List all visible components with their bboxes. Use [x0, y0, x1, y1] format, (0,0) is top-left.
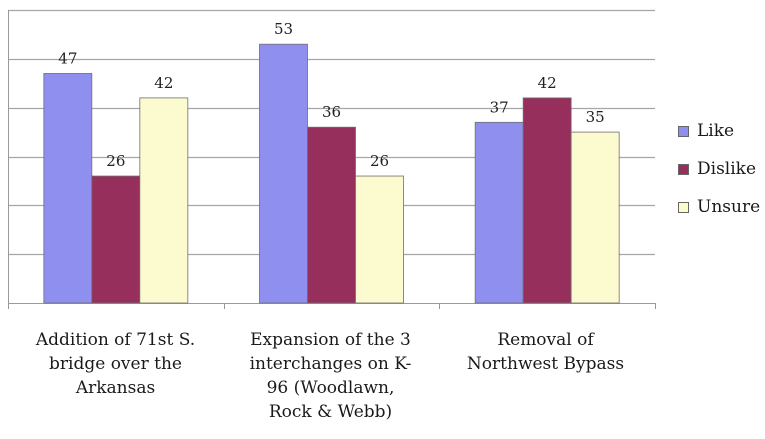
category-label-line: interchanges on K-: [249, 354, 412, 374]
bar-like-3: [474, 121, 524, 304]
data-label-dislike-1: 26: [106, 152, 125, 170]
category-label-line: Arkansas: [75, 378, 156, 398]
legend-swatch-like: [678, 125, 689, 137]
category-label-line: Removal of: [497, 330, 594, 350]
data-label-unsure-1: 42: [154, 74, 173, 92]
category-label-line: Northwest Bypass: [466, 354, 625, 374]
bar-unsure-1: [139, 97, 189, 304]
legend-item-unsure: Unsure: [678, 188, 764, 226]
bar-like-1: [43, 73, 93, 304]
legend-swatch-unsure: [678, 201, 689, 213]
category-label-line: bridge over the: [49, 354, 182, 374]
data-label-unsure-2: 26: [370, 152, 389, 170]
legend-item-like: Like: [678, 112, 764, 150]
category-label-line: Rock & Webb): [268, 402, 393, 422]
category-axis-labels: Addition of 71st S. bridge over the Arka…: [8, 328, 653, 438]
category-label-line: Addition of 71st S.: [35, 330, 196, 350]
legend-label-dislike: Dislike: [697, 159, 757, 179]
category-label-1: Addition of 71st S. bridge over the Arka…: [8, 328, 223, 400]
category-label-3: Removal of Northwest Bypass: [438, 328, 653, 376]
legend-label-unsure: Unsure: [697, 197, 761, 217]
data-label-like-3: 37: [490, 98, 509, 116]
category-label-line: Expansion of the 3: [250, 330, 411, 350]
legend-swatch-dislike: [678, 163, 689, 175]
category-label-line: 96 (Woodlawn,: [266, 378, 395, 398]
data-label-like-2: 53: [274, 20, 293, 38]
category-label-2: Expansion of the 3 interchanges on K- 96…: [223, 328, 438, 424]
legend: Like Dislike Unsure: [678, 112, 764, 226]
data-label-like-1: 47: [58, 49, 77, 67]
legend-label-like: Like: [697, 121, 735, 141]
bar-dislike-1: [91, 175, 141, 304]
data-label-dislike-2: 36: [322, 103, 341, 121]
bar-dislike-3: [522, 97, 572, 304]
bar-unsure-2: [355, 175, 404, 304]
data-label-dislike-3: 42: [538, 74, 557, 92]
bar-unsure-3: [570, 131, 620, 304]
bar-like-2: [259, 43, 308, 304]
data-label-unsure-3: 35: [586, 108, 605, 126]
legend-item-dislike: Dislike: [678, 150, 764, 188]
bar-dislike-2: [307, 126, 356, 304]
